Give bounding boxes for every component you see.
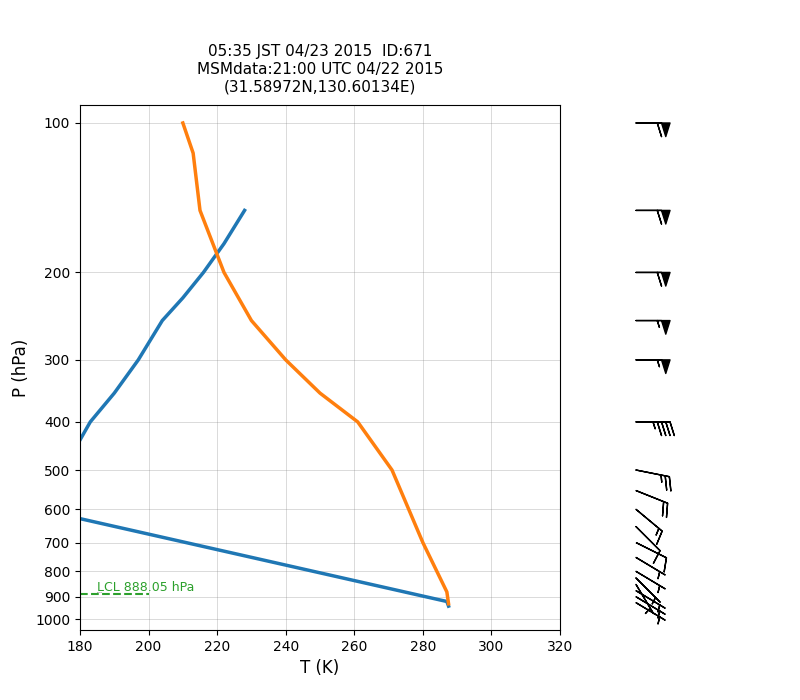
X-axis label: T (K): T (K) <box>300 659 340 678</box>
Y-axis label: P (hPa): P (hPa) <box>11 338 30 397</box>
Title: 05:35 JST 04/23 2015  ID:671
MSMdata:21:00 UTC 04/22 2015
(31.58972N,130.60134E): 05:35 JST 04/23 2015 ID:671 MSMdata:21:0… <box>197 44 443 94</box>
Text: LCL 888.05 hPa: LCL 888.05 hPa <box>97 581 194 594</box>
Text: #2ca02c: #2ca02c <box>97 592 103 593</box>
